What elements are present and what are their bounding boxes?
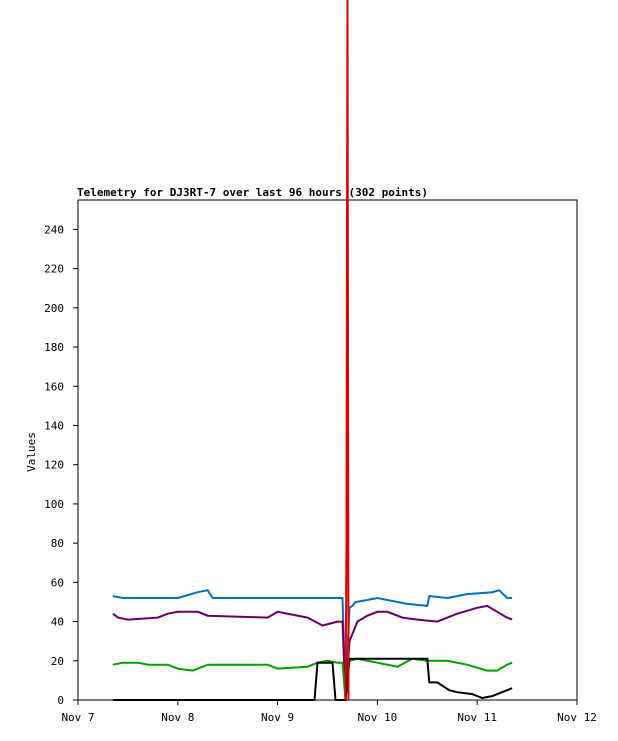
series-line [112,657,513,701]
y-tick-label: 80 [51,537,64,550]
y-tick-label: 40 [51,616,64,629]
y-tick-label: 20 [51,655,64,668]
series-line [112,657,513,701]
y-tick-label: 100 [44,498,64,511]
y-tick-label: 0 [57,694,64,707]
plot-frame [77,199,578,701]
x-tick-label: Nov 7 [61,711,94,724]
x-tick-label: Nov 9 [261,711,294,724]
y-tick-label: 140 [44,419,64,432]
y-tick-label: 60 [51,576,64,589]
y-tick-label: 180 [44,341,64,354]
series-line [112,604,513,701]
y-tick-label: 160 [44,380,64,393]
y-tick-label: 240 [44,223,64,236]
chart-title: Telemetry for DJ3RT-7 over last 96 hours… [77,186,428,199]
y-axis-label: Values [25,432,38,472]
y-tick-label: 220 [44,263,64,276]
x-tick-label: Nov 8 [161,711,194,724]
series-line [344,0,350,701]
x-tick-label: Nov 11 [457,711,497,724]
series-line [112,589,513,701]
x-tick-label: Nov 12 [557,711,597,724]
y-tick-label: 120 [44,459,64,472]
y-tick-label: 200 [44,302,64,315]
x-tick-label: Nov 10 [358,711,398,724]
